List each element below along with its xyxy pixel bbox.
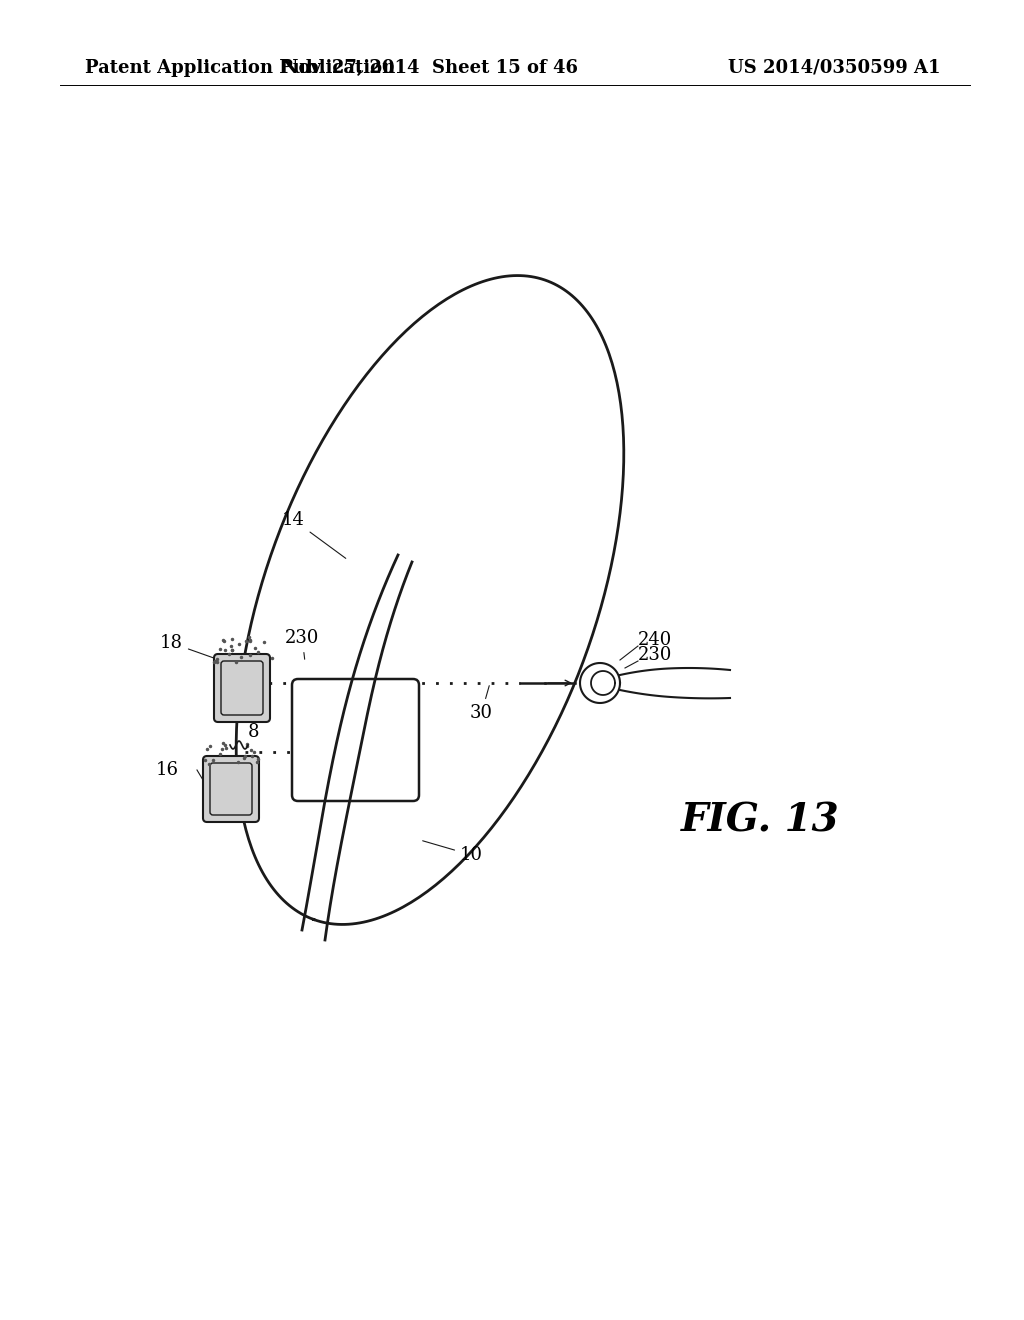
Text: 8: 8 <box>248 723 259 741</box>
Text: 14: 14 <box>283 511 346 558</box>
FancyBboxPatch shape <box>203 756 259 822</box>
Text: Nov. 27, 2014  Sheet 15 of 46: Nov. 27, 2014 Sheet 15 of 46 <box>282 59 578 77</box>
FancyBboxPatch shape <box>221 661 263 715</box>
Text: FIG. 13: FIG. 13 <box>681 801 840 840</box>
Text: 230: 230 <box>638 645 673 664</box>
FancyBboxPatch shape <box>210 763 252 814</box>
Text: Patent Application Publication: Patent Application Publication <box>85 59 395 77</box>
FancyBboxPatch shape <box>214 653 270 722</box>
Text: 240: 240 <box>638 631 672 649</box>
Text: 30: 30 <box>470 685 493 722</box>
Text: 230: 230 <box>285 630 319 659</box>
Text: 16: 16 <box>156 762 179 779</box>
Text: 18: 18 <box>160 634 240 667</box>
Text: 10: 10 <box>423 841 483 865</box>
Text: US 2014/0350599 A1: US 2014/0350599 A1 <box>727 59 940 77</box>
FancyBboxPatch shape <box>292 678 419 801</box>
